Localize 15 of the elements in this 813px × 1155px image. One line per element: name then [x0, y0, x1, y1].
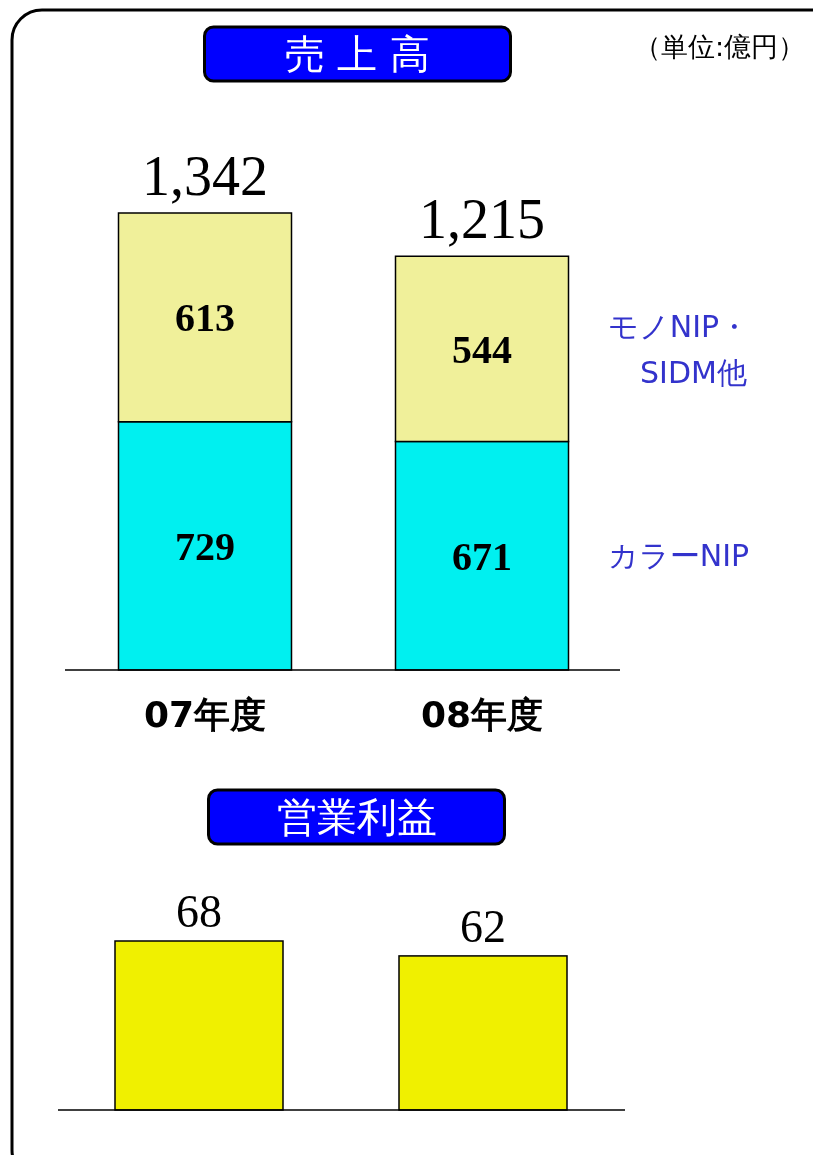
data-label: 729	[175, 523, 235, 569]
text: （単位:億円）	[633, 31, 805, 62]
data-label: 68	[176, 886, 222, 937]
total-label: 1,215	[419, 188, 545, 251]
series-label: カラーNIP	[607, 537, 750, 573]
data-label: 62	[460, 900, 506, 952]
x-tick-label: 07年度	[143, 694, 267, 735]
data-label: 613	[175, 295, 235, 341]
data-label: 544	[452, 326, 512, 372]
chart-title: 営業利益	[276, 794, 437, 840]
total-label: 1,342	[142, 145, 268, 207]
chart-title: 売 上 高	[284, 31, 431, 77]
x-tick-label: 08年度	[420, 694, 544, 735]
data-label: 671	[452, 533, 512, 579]
series-label: モノNIP・SIDM他	[607, 308, 750, 390]
